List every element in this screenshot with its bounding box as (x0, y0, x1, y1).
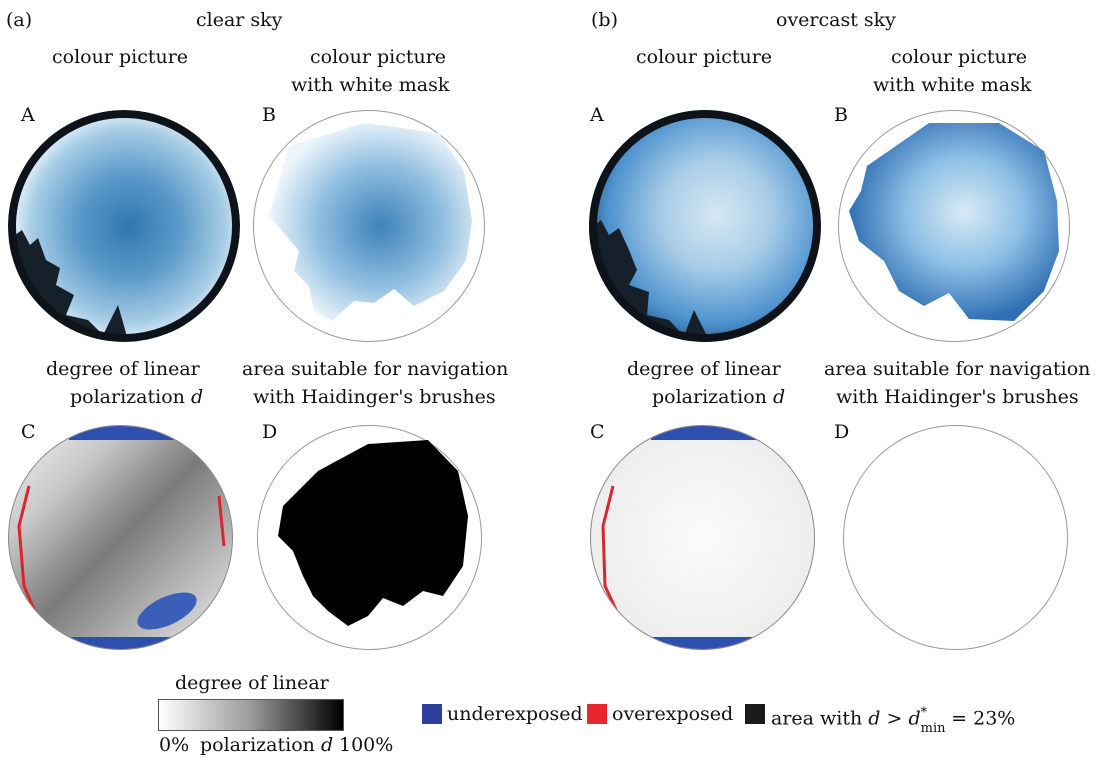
header-mask-b-l2: with white mask (873, 74, 1032, 96)
panel-letter-a-B: B (262, 104, 276, 126)
overcast-sky-masked-picture (838, 110, 1070, 342)
header-dop-b-l2: polarization d (652, 386, 786, 408)
panel-letter-a-A: A (21, 104, 35, 126)
clear-sky-colour-picture (8, 110, 240, 342)
header-nav-b-l2: with Haidinger's brushes (836, 386, 1079, 408)
tree-silhouette-icon (8, 110, 240, 342)
legend-swatch-underexposed (422, 704, 442, 724)
overcast-sky-colour-picture (589, 110, 821, 342)
panel-letter-a-D: D (262, 421, 278, 443)
tree-silhouette-icon (589, 110, 821, 342)
header-colour-b: colour picture (636, 46, 773, 68)
overcast-sky-polarization-map (590, 425, 815, 650)
panel-tag-b: (b) (591, 9, 618, 31)
legend-overexposed: overexposed (612, 703, 734, 725)
colorbar-title: degree of linear (175, 672, 329, 694)
exposure-overlay (17, 426, 226, 649)
legend-area-label: area with d > d* min = 23% (771, 706, 1016, 737)
header-mask-b-l1: colour picture (891, 46, 1028, 68)
header-nav-a-l1: area suitable for navigation (242, 358, 509, 380)
header-dop-a-l2: polarization d (70, 386, 204, 408)
masked-sky-shape (269, 123, 472, 321)
navigation-area-shape (278, 440, 468, 626)
colorbar-left-label: 0% (159, 734, 190, 756)
header-mask-a-l2: with white mask (291, 74, 450, 96)
legend-swatch-area (745, 704, 765, 724)
panel-letter-b-D: D (834, 421, 850, 443)
header-mask-a-l1: colour picture (310, 46, 447, 68)
overcast-sky-navigation-area (843, 425, 1068, 650)
clear-sky-polarization-map (8, 425, 233, 650)
col-title-a: clear sky (196, 9, 283, 31)
header-colour-a: colour picture (52, 46, 189, 68)
panel-letter-b-C: C (590, 421, 605, 443)
clear-sky-navigation-area (257, 425, 482, 650)
panel-letter-b-A: A (590, 104, 604, 126)
legend-underexposed: underexposed (447, 703, 583, 725)
panel-tag-a: (a) (6, 9, 33, 31)
masked-sky-shape (849, 123, 1059, 321)
col-title-b: overcast sky (776, 9, 896, 31)
header-nav-a-l2: with Haidinger's brushes (253, 386, 496, 408)
colorbar (158, 699, 344, 731)
exposure-overlay (601, 426, 792, 649)
colorbar-right-label: 100% (339, 734, 394, 756)
panel-letter-a-C: C (21, 421, 36, 443)
panel-letter-b-B: B (834, 104, 848, 126)
colorbar-mid-label: polarization d (200, 734, 334, 756)
header-dop-a-l1: degree of linear (46, 358, 200, 380)
header-dop-b-l1: degree of linear (627, 358, 781, 380)
legend-swatch-overexposed (587, 704, 607, 724)
clear-sky-masked-picture (253, 110, 485, 342)
header-nav-b-l1: area suitable for navigation (824, 358, 1091, 380)
